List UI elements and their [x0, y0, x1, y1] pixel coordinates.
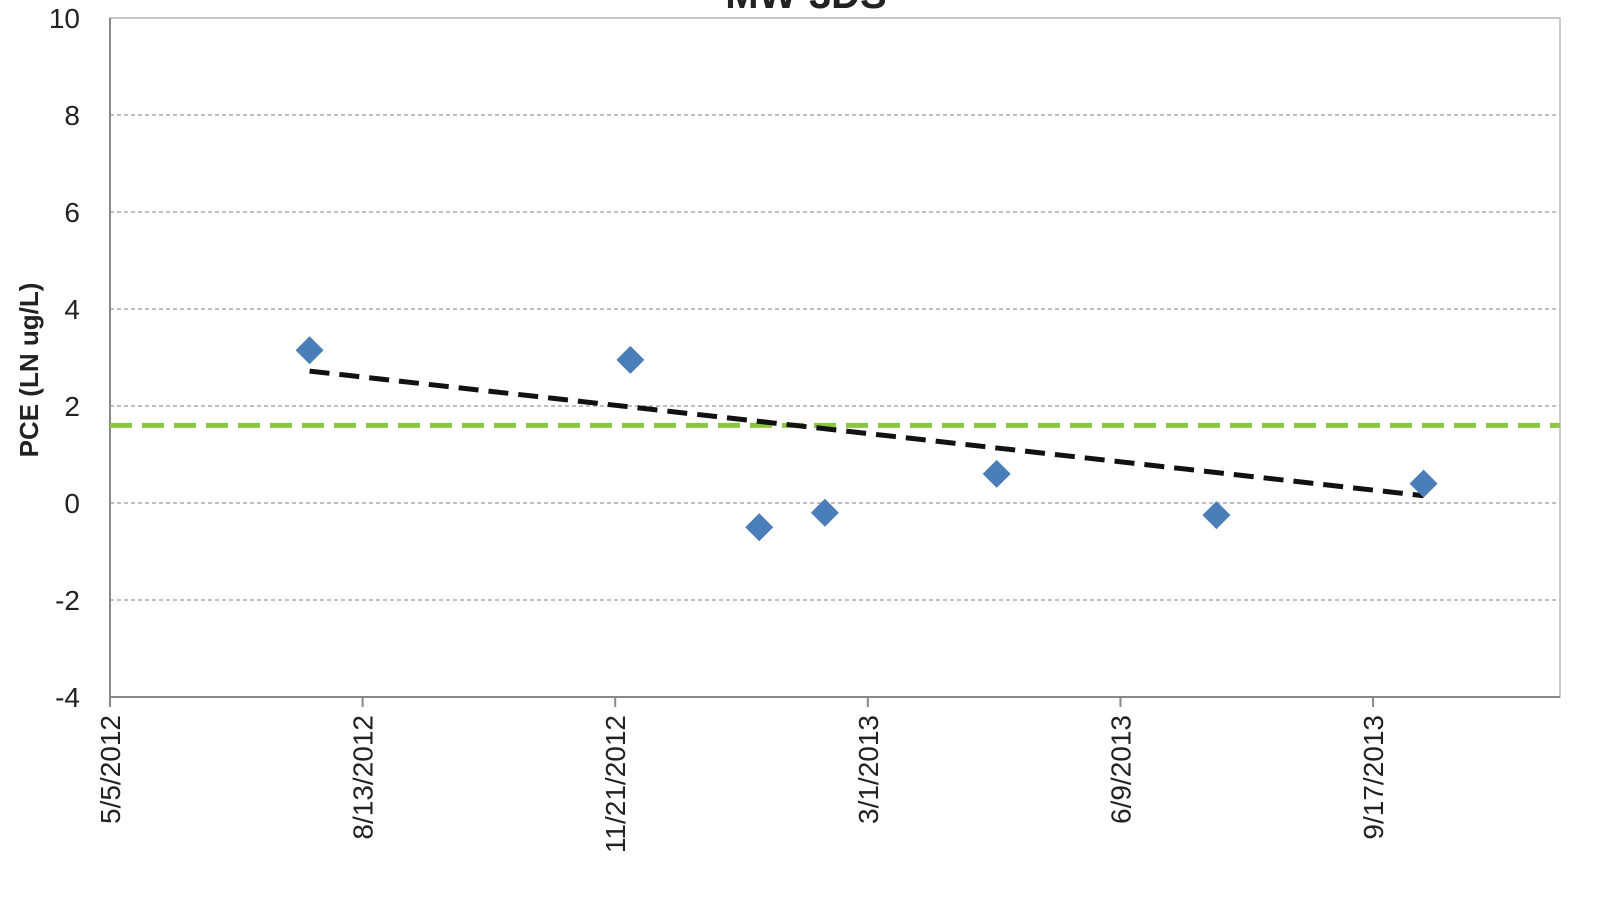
x-tick-label: 9/17/2013	[1358, 715, 1389, 840]
x-tick-label: 8/13/2012	[348, 715, 379, 840]
y-tick-label: -2	[55, 585, 80, 616]
trendline	[309, 368, 1424, 499]
y-axis-label: PCE (LN ug/L)	[14, 283, 44, 458]
x-tick-label: 5/5/2012	[95, 715, 126, 824]
data-point	[745, 513, 774, 542]
x-tick-label: 3/1/2013	[853, 715, 884, 824]
data-point	[295, 336, 324, 365]
y-tick-label: 2	[64, 391, 80, 422]
data-point	[810, 498, 839, 527]
y-tick-label: 0	[64, 488, 80, 519]
y-tick-label: 6	[64, 197, 80, 228]
y-tick-label: -4	[55, 682, 80, 713]
data-point	[1409, 469, 1438, 498]
x-tick-label: 6/9/2013	[1105, 715, 1136, 824]
plot-frame	[109, 17, 1561, 698]
chart-title: MW-3DS	[725, 0, 886, 17]
data-point	[1202, 501, 1231, 530]
y-tick-label: 10	[49, 3, 80, 34]
y-tick-label: 4	[64, 294, 80, 325]
data-point	[616, 345, 645, 374]
x-tick-label: 11/21/2012	[600, 715, 631, 853]
y-tick-label: 8	[64, 100, 80, 131]
data-point	[982, 459, 1011, 488]
